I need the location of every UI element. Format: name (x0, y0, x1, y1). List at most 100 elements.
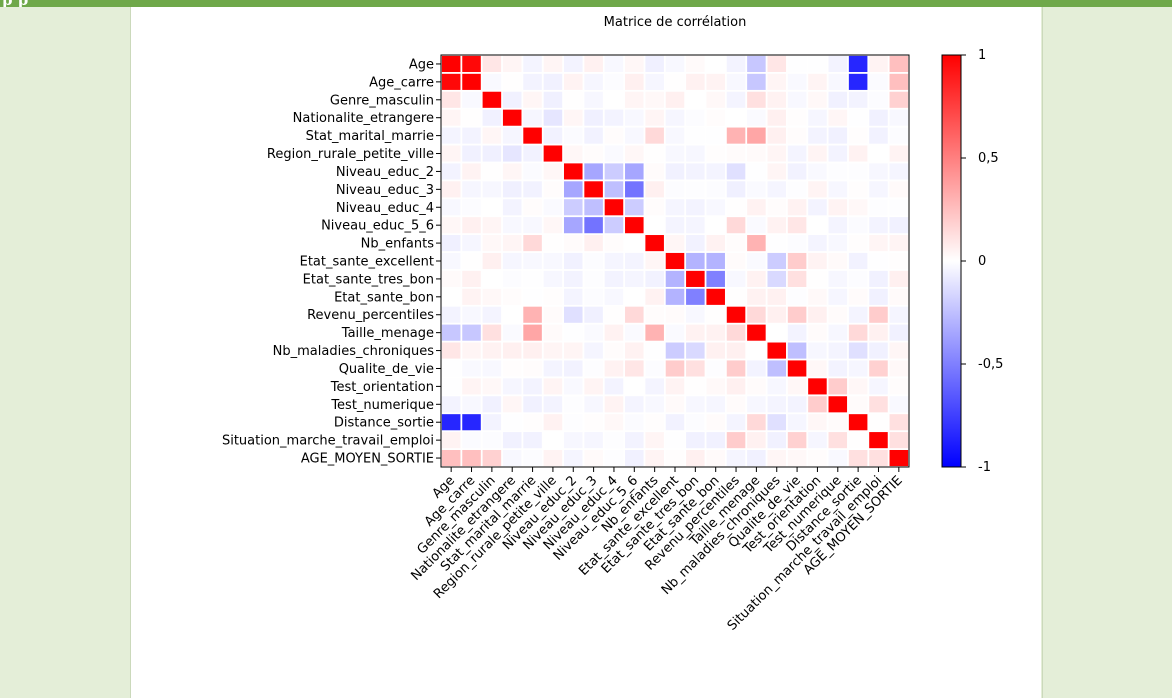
heatmap-cell (604, 414, 624, 431)
heatmap-cell (706, 73, 725, 90)
heatmap-cell (848, 109, 868, 126)
heatmap-cell (889, 432, 909, 449)
heatmap-cell (787, 127, 807, 144)
heatmap-cell (441, 449, 461, 467)
heatmap-cell (848, 288, 868, 305)
heatmap-cell (686, 396, 705, 413)
heatmap-cell (625, 306, 644, 323)
heatmap-cell (523, 270, 542, 287)
heatmap-cell (869, 396, 888, 413)
heatmap-cell (523, 109, 542, 126)
heatmap-cell (462, 378, 481, 395)
heatmap-cell (767, 163, 787, 180)
heatmap-cell (441, 91, 461, 108)
heatmap-cell (543, 145, 563, 162)
heatmap-cell (645, 396, 664, 413)
heatmap-cell (625, 342, 644, 359)
heatmap-cell (686, 127, 705, 144)
heatmap-cell (706, 181, 725, 198)
heatmap-cell (502, 73, 522, 90)
heatmap-cell (604, 91, 624, 108)
heatmap-cell (604, 235, 624, 252)
left-margin-panel (0, 7, 131, 698)
heatmap-cell (462, 91, 481, 108)
heatmap-cell (502, 414, 522, 431)
heatmap-cell (848, 360, 868, 377)
heatmap-cell (502, 109, 522, 126)
chart-title: Matrice de corrélation (604, 15, 747, 30)
heatmap-cell (665, 109, 685, 126)
heatmap-cell (869, 378, 888, 395)
heatmap-cell (523, 217, 542, 234)
heatmap-cell (889, 414, 909, 431)
heatmap-cell (502, 163, 522, 180)
heatmap-cell (828, 432, 848, 449)
heatmap-cell (462, 396, 481, 413)
heatmap-cell (706, 324, 725, 341)
heatmap-cell (828, 127, 848, 144)
heatmap-cell (686, 449, 705, 467)
heatmap-cell (584, 396, 603, 413)
heatmap-cell (747, 306, 766, 323)
heatmap-cell (625, 91, 644, 108)
heatmap-cell (767, 270, 787, 287)
heatmap-cell (625, 109, 644, 126)
heatmap-cell (665, 163, 685, 180)
y-tick-label: Revenu_percentiles (307, 308, 434, 323)
heatmap-cell (543, 109, 563, 126)
heatmap-cell (726, 181, 746, 198)
heatmap-cell (502, 127, 522, 144)
heatmap-cell (523, 91, 542, 108)
heatmap-cell (462, 414, 481, 431)
heatmap-cell (563, 199, 583, 216)
heatmap-cell (665, 73, 685, 90)
heatmap-cell (523, 252, 542, 270)
heatmap-cell (686, 288, 705, 305)
heatmap-cell (441, 378, 461, 395)
heatmap-cell (441, 109, 461, 126)
heatmap-cell (665, 449, 685, 467)
heatmap-cell (584, 145, 603, 162)
heatmap-cell (889, 288, 909, 305)
heatmap-cell (747, 396, 766, 413)
heatmap-cell (604, 199, 624, 216)
heatmap-cell (869, 109, 888, 126)
heatmap-cell (625, 378, 644, 395)
y-tick-label: Taille_menage (341, 326, 434, 341)
heatmap-cell (523, 324, 542, 341)
heatmap-cell (726, 342, 746, 359)
heatmap-cell (848, 163, 868, 180)
heatmap-cell (665, 217, 685, 234)
heatmap-cell (706, 449, 725, 467)
heatmap-cell (441, 414, 461, 431)
heatmap-cell (808, 432, 827, 449)
heatmap-cell (665, 360, 685, 377)
heatmap-cell (523, 235, 542, 252)
heatmap-cell (848, 449, 868, 467)
heatmap-cell (441, 324, 461, 341)
heatmap-cell (625, 324, 644, 341)
heatmap-cell (726, 288, 746, 305)
heatmap-cell (563, 109, 583, 126)
heatmap-cell (767, 432, 787, 449)
heatmap-cell (726, 199, 746, 216)
heatmap-cell (767, 414, 787, 431)
heatmap-cell (665, 145, 685, 162)
heatmap-cell (828, 91, 848, 108)
heatmap-cell (828, 324, 848, 341)
heatmap-cell (462, 109, 481, 126)
heatmap-cell (747, 270, 766, 287)
heatmap-cell (502, 181, 522, 198)
heatmap-cell (462, 324, 481, 341)
heatmap-cell (604, 252, 624, 270)
heatmap-cell (584, 163, 603, 180)
heatmap-cell (543, 199, 563, 216)
heatmap-cell (889, 360, 909, 377)
heatmap-cell (808, 306, 827, 323)
heatmap-cell (665, 432, 685, 449)
heatmap-cell (502, 270, 522, 287)
heatmap-cell (645, 306, 664, 323)
heatmap-cell (706, 127, 725, 144)
heatmap-cell (808, 378, 827, 395)
heatmap-cell (726, 432, 746, 449)
